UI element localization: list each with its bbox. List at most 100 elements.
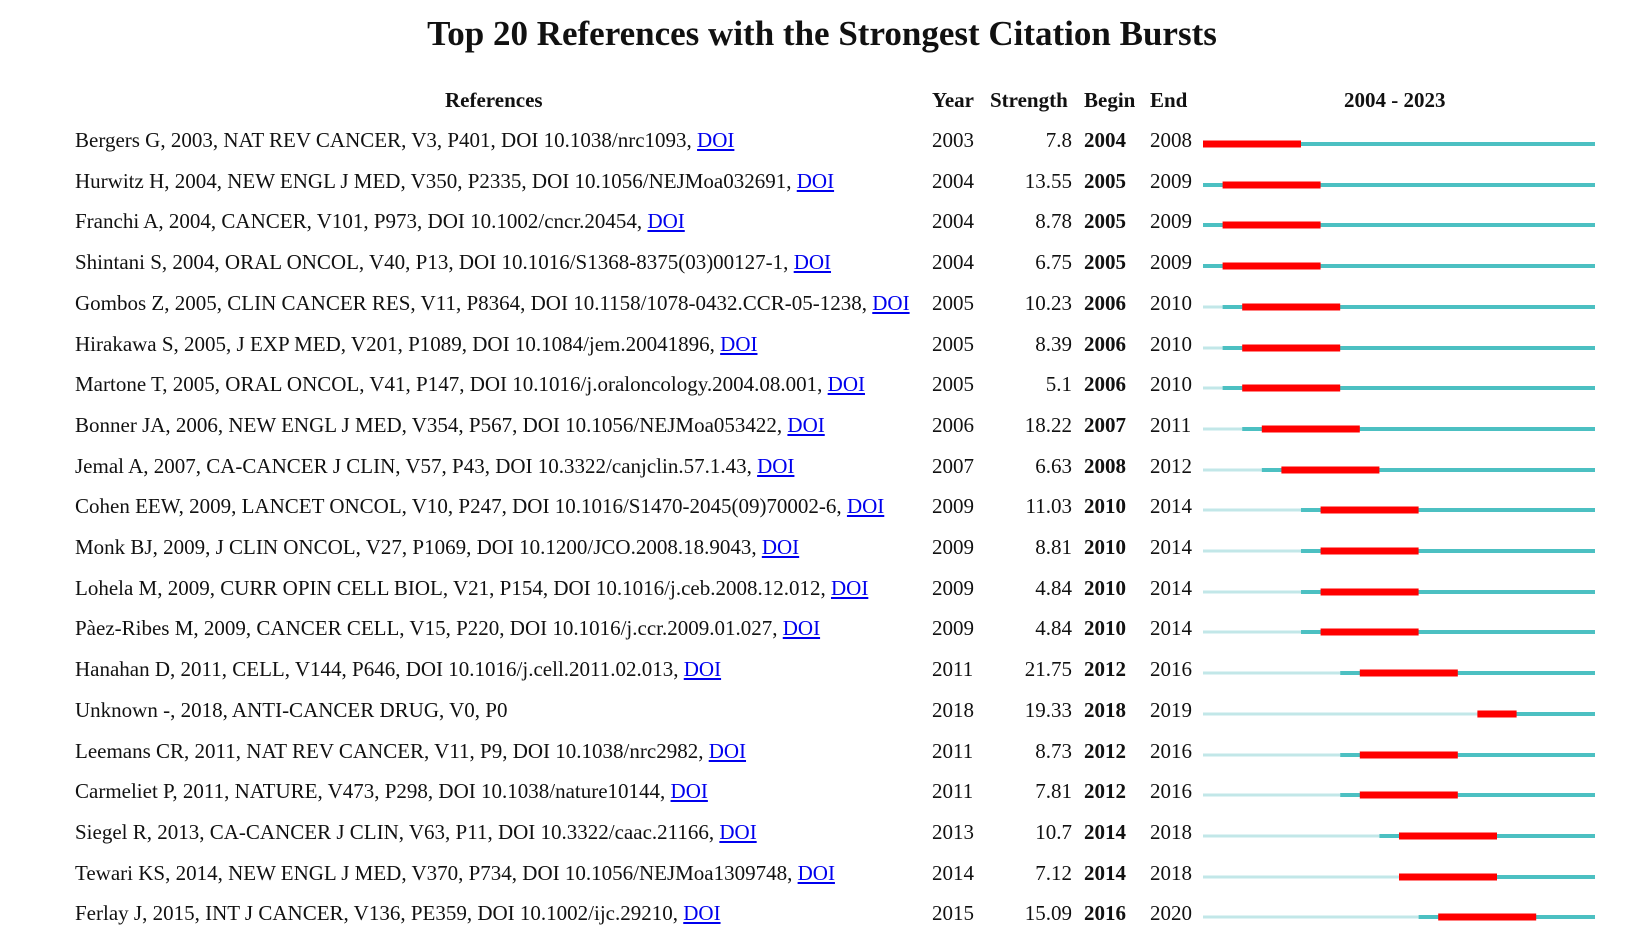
reference-text: Hanahan D, 2011, CELL, V144, P646, DOI 1… bbox=[75, 657, 684, 682]
strength-cell: 10.7 bbox=[1035, 819, 1072, 844]
end-cell: 2009 bbox=[1150, 168, 1192, 193]
timeline-inactive-segment bbox=[1203, 793, 1341, 797]
year-cell: 2009 bbox=[932, 535, 974, 559]
chart-title: Top 20 References with the Strongest Cit… bbox=[427, 14, 1217, 53]
begin-cell: 2006 bbox=[1084, 290, 1126, 315]
timeline-active-segment bbox=[1242, 426, 1595, 431]
burst-timeline bbox=[1203, 547, 1595, 555]
reference-cell: Tewari KS, 2014, NEW ENGL J MED, V370, P… bbox=[75, 861, 835, 885]
begin-cell: 2014 bbox=[1084, 819, 1126, 844]
year-cell: 2004 bbox=[932, 209, 974, 234]
burst-bar bbox=[1399, 832, 1497, 840]
doi-link[interactable]: DOI bbox=[872, 290, 910, 315]
timeline-active-segment bbox=[1203, 223, 1595, 228]
year-cell: 2009 bbox=[932, 494, 974, 519]
doi-link[interactable]: DOI bbox=[697, 128, 735, 152]
strength-cell: 8.39 bbox=[1035, 331, 1072, 356]
burst-timeline bbox=[1203, 710, 1595, 718]
year-cell: 2005 bbox=[932, 331, 974, 356]
reference-text: Shintani S, 2004, ORAL ONCOL, V40, P13, … bbox=[75, 250, 794, 275]
end-cell: 2014 bbox=[1150, 616, 1192, 641]
timeline-inactive-segment bbox=[1203, 630, 1301, 634]
doi-link[interactable]: DOI bbox=[797, 860, 835, 885]
year-cell: 2011 bbox=[932, 738, 974, 763]
doi-link[interactable]: DOI bbox=[647, 209, 685, 234]
header-begin: Begin bbox=[1084, 88, 1136, 112]
begin-cell: 2012 bbox=[1084, 738, 1126, 763]
burst-bar bbox=[1359, 791, 1458, 799]
doi-link[interactable]: DOI bbox=[796, 168, 835, 193]
table-row: Pàez-Ribes M, 2009, CANCER CELL, V15, P2… bbox=[0, 616, 1644, 656]
doi-link[interactable]: DOI bbox=[846, 494, 885, 519]
doi-link[interactable]: DOI bbox=[787, 412, 825, 437]
end-cell: 2018 bbox=[1150, 860, 1192, 885]
timeline-inactive-segment bbox=[1203, 468, 1262, 472]
burst-bar bbox=[1477, 710, 1517, 718]
reference-cell: Ferlay J, 2015, INT J CANCER, V136, PE35… bbox=[75, 901, 721, 925]
year-cell: 2009 bbox=[932, 575, 974, 600]
table-row: Gombos Z, 2005, CLIN CANCER RES, V11, P8… bbox=[0, 291, 1644, 331]
end-cell: 2019 bbox=[1150, 697, 1192, 722]
strength-cell: 10.23 bbox=[1024, 290, 1072, 315]
burst-bar bbox=[1438, 913, 1537, 921]
doi-link[interactable]: DOI bbox=[719, 819, 757, 844]
end-cell: 2020 bbox=[1150, 901, 1192, 926]
strength-cell: 18.22 bbox=[1024, 412, 1072, 437]
doi-link[interactable]: DOI bbox=[830, 575, 869, 600]
reference-text: Bonner JA, 2006, NEW ENGL J MED, V354, P… bbox=[75, 412, 788, 437]
begin-cell: 2005 bbox=[1084, 209, 1126, 234]
burst-timeline bbox=[1203, 221, 1595, 229]
burst-bar bbox=[1320, 547, 1419, 555]
timeline-active-segment bbox=[1203, 182, 1595, 187]
timeline-inactive-segment bbox=[1203, 834, 1380, 838]
doi-link[interactable]: DOI bbox=[720, 331, 758, 356]
doi-link[interactable]: DOI bbox=[782, 616, 821, 641]
timeline-active-segment bbox=[1203, 264, 1595, 269]
table-row: Lohela M, 2009, CURR OPIN CELL BIOL, V21… bbox=[0, 576, 1644, 616]
doi-link[interactable]: DOI bbox=[761, 535, 800, 559]
doi-link[interactable]: DOI bbox=[683, 657, 722, 682]
doi-link[interactable]: DOI bbox=[683, 901, 721, 926]
year-cell: 2004 bbox=[932, 168, 974, 193]
doi-link[interactable]: DOI bbox=[757, 453, 795, 478]
table-row: Hanahan D, 2011, CELL, V144, P646, DOI 1… bbox=[0, 657, 1644, 697]
doi-link[interactable]: DOI bbox=[708, 738, 747, 763]
begin-cell: 2016 bbox=[1084, 901, 1126, 926]
end-cell: 2009 bbox=[1150, 250, 1192, 275]
reference-text: Cohen EEW, 2009, LANCET ONCOL, V10, P247… bbox=[75, 494, 847, 519]
burst-bar bbox=[1242, 344, 1341, 351]
reference-text: Siegel R, 2013, CA-CANCER J CLIN, V63, P… bbox=[75, 819, 720, 844]
timeline-active-segment bbox=[1222, 345, 1595, 350]
header-references: References bbox=[445, 88, 543, 112]
reference-cell: Unknown -, 2018, ANTI-CANCER DRUG, V0, P… bbox=[75, 698, 507, 722]
table-row: Monk BJ, 2009, J CLIN ONCOL, V27, P1069,… bbox=[0, 535, 1644, 575]
begin-cell: 2010 bbox=[1084, 616, 1126, 641]
end-cell: 2011 bbox=[1150, 412, 1192, 437]
doi-link[interactable]: DOI bbox=[827, 372, 865, 397]
burst-timeline bbox=[1203, 913, 1595, 921]
end-cell: 2010 bbox=[1150, 290, 1192, 315]
begin-cell: 2005 bbox=[1084, 250, 1126, 275]
burst-bar bbox=[1320, 506, 1419, 514]
burst-timeline bbox=[1203, 669, 1595, 677]
end-cell: 2014 bbox=[1150, 494, 1192, 519]
timeline-active-segment bbox=[1301, 549, 1595, 553]
reference-cell: Bergers G, 2003, NAT REV CANCER, V3, P40… bbox=[75, 128, 734, 152]
table-row: Tewari KS, 2014, NEW ENGL J MED, V370, P… bbox=[0, 861, 1644, 901]
doi-link[interactable]: DOI bbox=[670, 779, 708, 804]
burst-bar bbox=[1242, 303, 1341, 311]
strength-cell: 11.03 bbox=[1025, 494, 1072, 519]
table-row: Shintani S, 2004, ORAL ONCOL, V40, P13, … bbox=[0, 250, 1644, 290]
timeline-inactive-segment bbox=[1203, 346, 1223, 349]
begin-cell: 2012 bbox=[1084, 657, 1126, 682]
strength-cell: 7.12 bbox=[1035, 860, 1072, 885]
year-cell: 2011 bbox=[932, 779, 974, 804]
timeline-inactive-segment bbox=[1203, 508, 1301, 512]
timeline-active-segment bbox=[1340, 752, 1595, 757]
reference-cell: Gombos Z, 2005, CLIN CANCER RES, V11, P8… bbox=[75, 291, 910, 315]
reference-cell: Monk BJ, 2009, J CLIN ONCOL, V27, P1069,… bbox=[75, 535, 799, 559]
burst-timeline bbox=[1203, 832, 1595, 840]
reference-text: Gombos Z, 2005, CLIN CANCER RES, V11, P8… bbox=[75, 290, 873, 315]
strength-cell: 7.81 bbox=[1035, 779, 1072, 804]
doi-link[interactable]: DOI bbox=[793, 250, 832, 275]
